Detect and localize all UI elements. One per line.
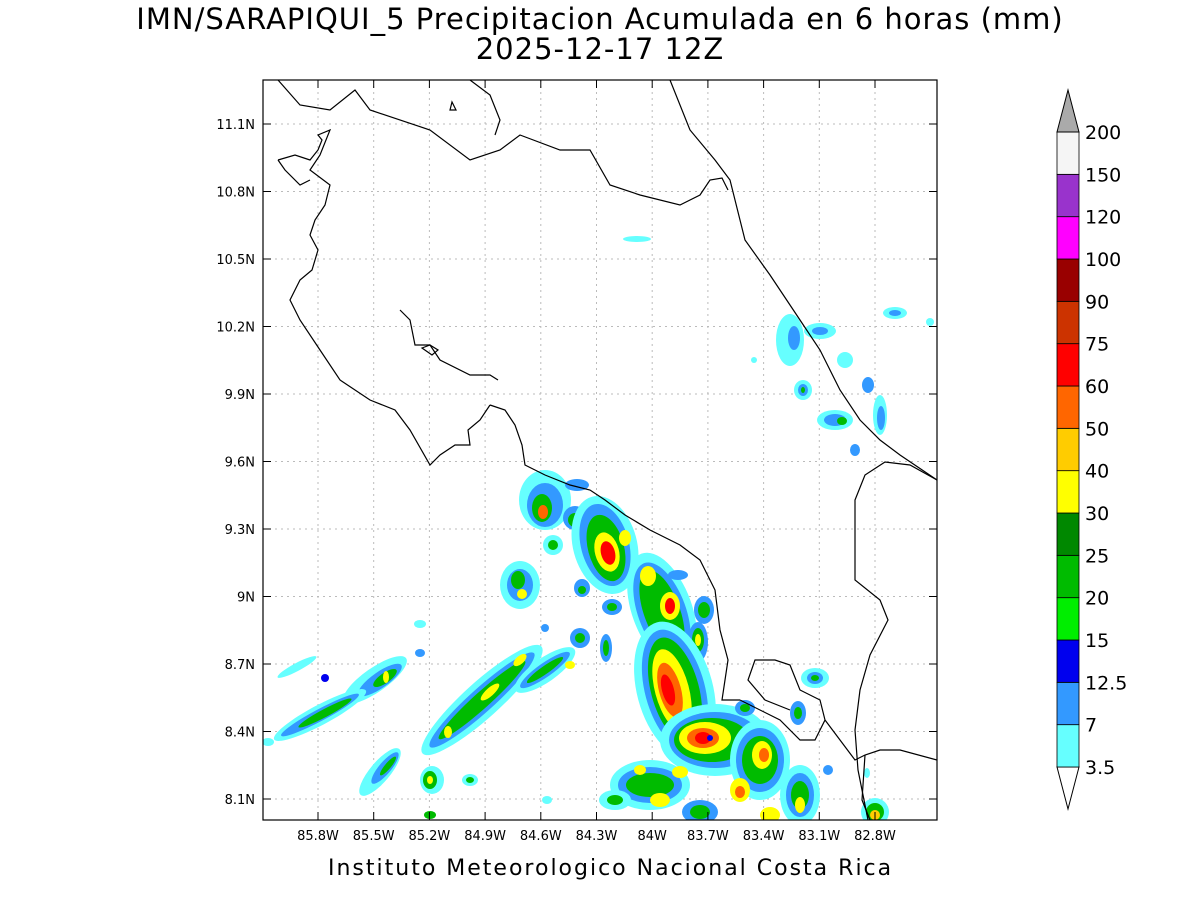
map-frame (262, 79, 938, 821)
lon-tick-label: 85.5W (353, 829, 395, 844)
colorbar-swatch (1056, 173, 1080, 218)
colorbar-swatch (1056, 512, 1080, 556)
colorbar-label: 100 (1085, 249, 1121, 271)
colorbar-swatch (1056, 216, 1080, 260)
lon-tick-label: 83.4W (743, 829, 785, 844)
colorbar-max-arrow (1056, 88, 1080, 133)
lat-tick-label: 9.9N (225, 388, 255, 403)
lat-axis: 11.1N 10.8N 10.5N 10.2N 9.9N 9.6N 9.3N 9N 8.7N 8.… (216, 118, 937, 808)
lon-tick-label: 84W (637, 829, 667, 844)
lon-tick-label: 84.3W (576, 829, 618, 844)
lat-tick-label: 8.4N (225, 726, 255, 741)
lat-tick-label: 9.3N (225, 523, 255, 538)
rain-cell-west (263, 620, 870, 819)
lat-tick-label: 10.5N (216, 253, 255, 268)
coastline (277, 80, 937, 820)
lon-tick-label: 84.9W (464, 829, 506, 844)
colorbar-swatch (1056, 597, 1080, 641)
lon-tick-label: 85.2W (408, 829, 450, 844)
colorbar-label: 40 (1085, 461, 1109, 483)
lon-tick-label: 83.1W (798, 829, 840, 844)
lon-tick-label: 84.6W (520, 829, 562, 844)
colorbar-swatch (1056, 300, 1080, 345)
lat-tick-label: 10.2N (216, 321, 255, 336)
colorbar-label: 3.5 (1085, 757, 1115, 779)
colorbar-swatch (1056, 554, 1080, 599)
colorbar-label: 12.5 (1085, 672, 1127, 694)
colorbar-label: 75 (1085, 334, 1109, 356)
colorbar-label: 30 (1085, 503, 1109, 525)
lon-axis: 85.8W 85.5W 85.2W 84.9W 84.6W 84.3W 84W 83.7W 83… (297, 80, 896, 844)
colorbar-label: 50 (1085, 418, 1109, 440)
rain-cell-caribbean (751, 307, 934, 456)
colorbar-swatch (1056, 258, 1080, 302)
lon-tick-label: 83.7W (687, 829, 729, 844)
colorbar-swatch (1056, 724, 1080, 768)
colorbar-label: 25 (1085, 545, 1109, 567)
lat-tick-label: 11.1N (216, 118, 255, 133)
colorbar-legend: 3.5 7 12.5 15 20 25 30 40 50 60 75 90 100 120 150 200 (1056, 88, 1127, 811)
colorbar-label: 15 (1085, 630, 1109, 652)
lon-tick-label: 85.8W (297, 829, 339, 844)
colorbar-label: 20 (1085, 588, 1109, 610)
precipitation-field (263, 236, 934, 820)
colorbar-swatch (1056, 639, 1080, 683)
colorbar-swatch (1056, 385, 1080, 429)
colorbar-swatch (1056, 681, 1080, 726)
map-title: IMN/SARAPIQUI_5 Precipitacion Acumulada … (136, 2, 1064, 36)
lon-tick-label: 82.8W (854, 829, 896, 844)
colorbar-label: 150 (1085, 164, 1121, 186)
lat-tick-label: 8.1N (225, 793, 255, 808)
lat-tick-label: 9.6N (225, 456, 255, 471)
lat-tick-label: 10.8N (216, 186, 255, 201)
lat-tick-label: 8.7N (225, 658, 255, 673)
colorbar-label: 90 (1085, 291, 1109, 313)
colorbar-label: 200 (1085, 122, 1121, 144)
colorbar-min-arrow (1056, 766, 1080, 811)
colorbar-label: 120 (1085, 207, 1121, 229)
map-date: 2025-12-17 12Z (475, 32, 725, 66)
colorbar-swatch (1056, 131, 1080, 175)
colorbar-label: 7 (1085, 715, 1097, 737)
colorbar-label: 60 (1085, 376, 1109, 398)
rain-cell-south (599, 621, 889, 820)
lat-tick-label: 9N (237, 591, 255, 606)
grid-lines (263, 80, 937, 820)
colorbar-swatch (1056, 470, 1080, 514)
colorbar-swatch (1056, 343, 1080, 387)
colorbar-swatch (1056, 427, 1080, 472)
footer-credit: Instituto Meteorologico Nacional Costa R… (328, 856, 894, 881)
